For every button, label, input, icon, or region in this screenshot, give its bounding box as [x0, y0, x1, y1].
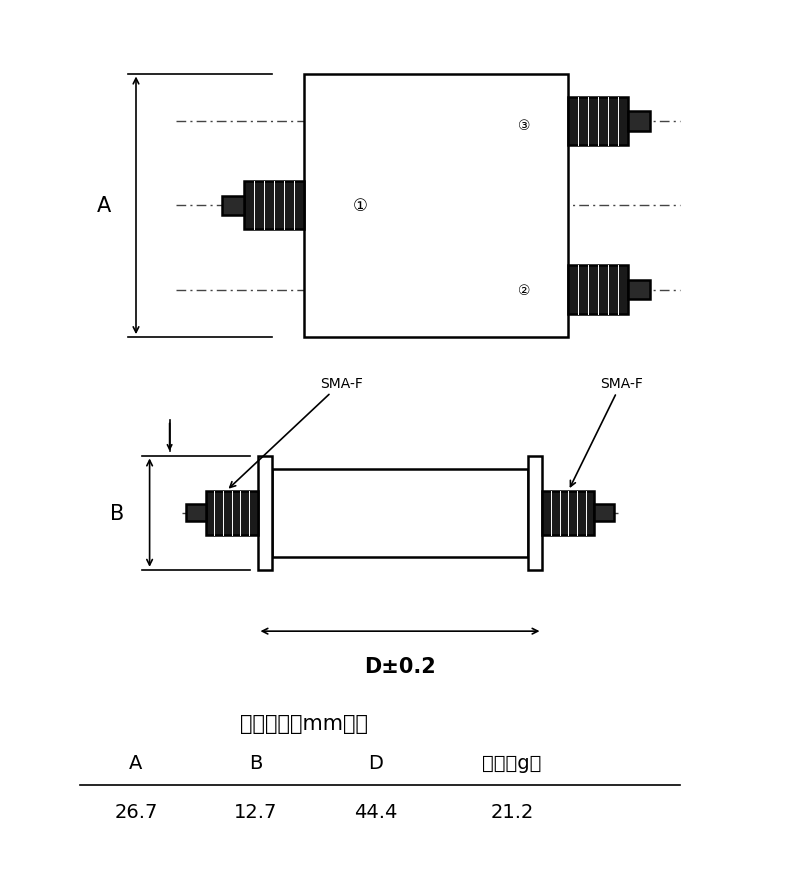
- Bar: [244, 182, 304, 230]
- Bar: [542, 491, 594, 535]
- Bar: [628, 281, 650, 300]
- Bar: [304, 75, 568, 338]
- Text: B: B: [250, 753, 262, 773]
- Text: ③: ③: [518, 119, 530, 133]
- Text: A: A: [97, 196, 111, 216]
- Text: A: A: [130, 753, 142, 773]
- Text: SMA-F: SMA-F: [570, 376, 643, 487]
- Text: SMA-F: SMA-F: [230, 376, 363, 488]
- Bar: [568, 97, 628, 146]
- Bar: [272, 469, 528, 557]
- Text: ②: ②: [518, 283, 530, 297]
- Text: 21.2: 21.2: [490, 802, 534, 821]
- Text: 外观尺寸（mm）：: 外观尺寸（mm）：: [240, 714, 368, 733]
- Text: 重量（g）: 重量（g）: [482, 753, 542, 773]
- Bar: [186, 504, 206, 522]
- Text: D±0.2: D±0.2: [364, 657, 436, 676]
- Bar: [528, 456, 542, 570]
- Text: 44.4: 44.4: [354, 802, 398, 821]
- Bar: [568, 266, 628, 314]
- Bar: [206, 491, 258, 535]
- Bar: [222, 196, 244, 216]
- Bar: [258, 456, 272, 570]
- Text: 26.7: 26.7: [114, 802, 158, 821]
- Text: 12.7: 12.7: [234, 802, 278, 821]
- Text: ①: ①: [353, 197, 367, 215]
- Text: B: B: [110, 503, 125, 523]
- Bar: [628, 112, 650, 132]
- Bar: [594, 504, 614, 522]
- Text: D: D: [369, 753, 383, 773]
